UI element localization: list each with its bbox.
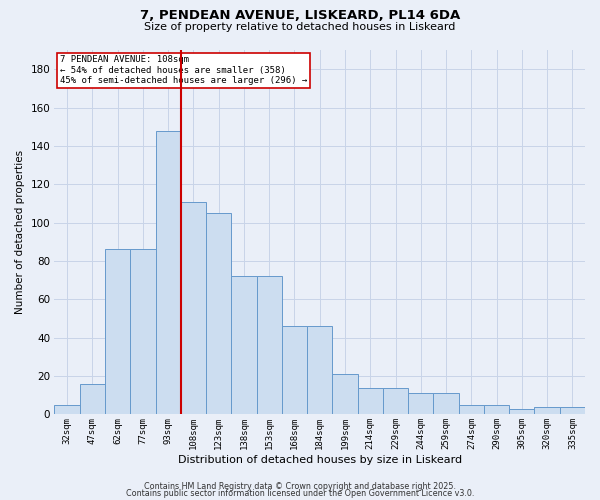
Bar bbox=[181, 202, 206, 414]
Bar bbox=[55, 405, 80, 414]
Text: Contains HM Land Registry data © Crown copyright and database right 2025.: Contains HM Land Registry data © Crown c… bbox=[144, 482, 456, 491]
Bar bbox=[232, 276, 257, 414]
Text: Size of property relative to detached houses in Liskeard: Size of property relative to detached ho… bbox=[145, 22, 455, 32]
Bar bbox=[105, 250, 130, 414]
Text: 7 PENDEAN AVENUE: 108sqm
← 54% of detached houses are smaller (358)
45% of semi-: 7 PENDEAN AVENUE: 108sqm ← 54% of detach… bbox=[60, 56, 307, 86]
Bar bbox=[484, 405, 509, 414]
Bar bbox=[560, 406, 585, 414]
Bar bbox=[535, 406, 560, 414]
Bar bbox=[509, 408, 535, 414]
Bar bbox=[307, 326, 332, 414]
Text: Contains public sector information licensed under the Open Government Licence v3: Contains public sector information licen… bbox=[126, 489, 474, 498]
Bar bbox=[206, 213, 232, 414]
Bar bbox=[433, 394, 458, 414]
Bar bbox=[383, 388, 408, 414]
Text: 7, PENDEAN AVENUE, LISKEARD, PL14 6DA: 7, PENDEAN AVENUE, LISKEARD, PL14 6DA bbox=[140, 9, 460, 22]
X-axis label: Distribution of detached houses by size in Liskeard: Distribution of detached houses by size … bbox=[178, 455, 462, 465]
Bar bbox=[80, 384, 105, 414]
Bar bbox=[155, 130, 181, 414]
Bar bbox=[358, 388, 383, 414]
Bar bbox=[130, 250, 155, 414]
Bar bbox=[282, 326, 307, 414]
Bar bbox=[408, 394, 433, 414]
Bar bbox=[458, 405, 484, 414]
Bar bbox=[332, 374, 358, 414]
Y-axis label: Number of detached properties: Number of detached properties bbox=[15, 150, 25, 314]
Bar bbox=[257, 276, 282, 414]
